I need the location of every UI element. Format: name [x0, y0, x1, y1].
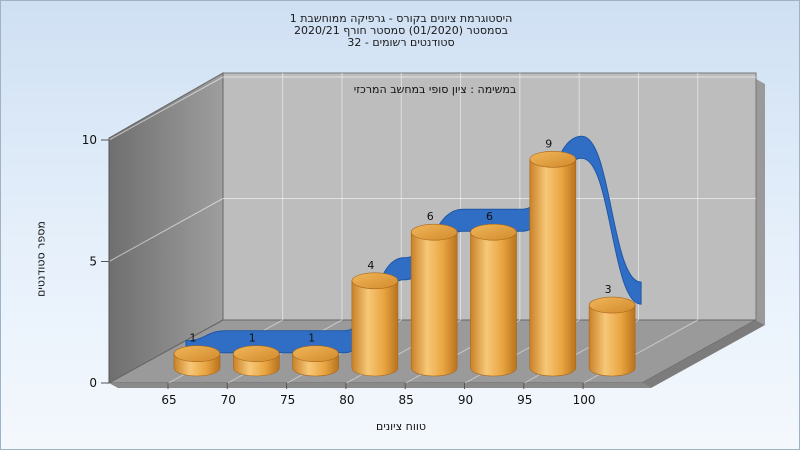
grid-side-2: [108, 76, 224, 141]
grid-side-1: [108, 198, 224, 262]
bar-cap-0: [173, 345, 221, 363]
right-wall-shadow: [756, 79, 765, 325]
y-axis-ticks: 0 5 10: [82, 133, 109, 390]
x-tick-label-7: 100: [573, 393, 596, 407]
y-tick-label-0: 0: [89, 376, 97, 390]
bar-value-label-4: 6: [427, 210, 434, 223]
x-tick-label-6: 95: [517, 393, 532, 407]
bar-body-4: [410, 231, 458, 377]
bar-cap-5: [470, 223, 517, 241]
bar-body-7: [588, 304, 636, 377]
bar-1: 1: [233, 332, 280, 377]
title-line-1: היסטוגרמת ציונים בקורס - גרפיקה ממוחשבת …: [289, 12, 513, 25]
bar-value-label-7: 3: [605, 283, 612, 296]
title-line-2: בסמסטר (01/2020) סמסטר חורף 2020/21: [294, 24, 508, 37]
bar-value-label-5: 6: [486, 210, 493, 223]
bar-cap-6: [529, 151, 577, 168]
x-tick-label-0: 65: [161, 393, 176, 407]
x-tick-label-1: 70: [221, 393, 236, 407]
x-axis-label: טווח ציונים: [376, 420, 426, 433]
x-tick-label-5: 90: [458, 393, 473, 407]
bar-value-label-0: 1: [190, 332, 197, 345]
bar-cap-3: [351, 272, 399, 290]
bar-cap-2: [292, 345, 339, 363]
bar-value-label-2: 1: [308, 332, 315, 345]
x-axis-ticks: 65 70 75 80 85 90 95 100: [161, 383, 596, 407]
title-line-3: סטודנטים רשומים - 32: [347, 36, 455, 49]
chart-subtitle: במשימה : ציון סופי במחשב המרכזי: [354, 83, 517, 96]
bar-0: 1: [173, 332, 221, 377]
x-tick-label-3: 80: [339, 393, 354, 407]
y-tick-label-1: 5: [89, 255, 97, 269]
bar-body-6: [529, 159, 577, 377]
x-tick-label-2: 75: [280, 393, 295, 407]
bar-value-label-6: 9: [545, 137, 552, 150]
bar-3: 4: [351, 259, 399, 377]
bar-7: 3: [588, 283, 636, 377]
bar-body-5: [470, 231, 517, 377]
chart-title: היסטוגרמת ציונים בקורס - גרפיקה ממוחשבת …: [1, 13, 800, 49]
bars: 1 1 1 4 6 6 9 3: [173, 137, 636, 377]
bar-value-label-3: 4: [367, 259, 374, 272]
bar-body-3: [351, 280, 399, 377]
x-tick-label-4: 85: [399, 393, 414, 407]
bar-5: 6: [470, 210, 517, 377]
bar-value-label-1: 1: [249, 332, 256, 345]
floor-front-edge: [109, 383, 651, 388]
y-tick-label-2: 10: [82, 133, 97, 147]
bar-4: 6: [410, 210, 458, 377]
floor-right-edge: [642, 320, 765, 388]
bar-cap-4: [410, 223, 458, 241]
bar-cap-7: [588, 296, 636, 314]
y-axis-label: מספר סטודנטים: [34, 221, 48, 297]
bar-6: 9: [529, 137, 577, 377]
bar-2: 1: [292, 332, 339, 377]
bar-cap-1: [233, 345, 280, 363]
